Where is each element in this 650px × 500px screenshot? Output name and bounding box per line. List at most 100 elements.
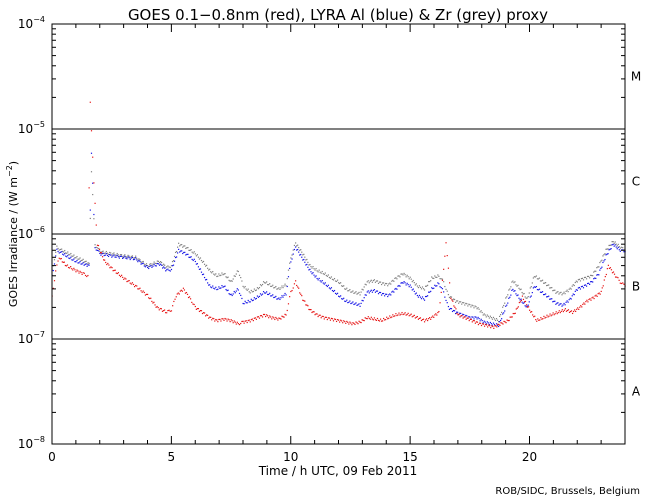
data-point	[206, 278, 208, 281]
data-point	[585, 301, 587, 303]
data-point	[593, 278, 595, 280]
data-point	[353, 303, 355, 306]
data-point	[253, 288, 255, 290]
data-point	[116, 272, 118, 275]
data-point	[80, 263, 82, 265]
data-point	[340, 295, 342, 297]
data-point	[610, 269, 613, 271]
data-point	[115, 256, 117, 258]
data-point	[574, 281, 576, 284]
data-point	[493, 318, 496, 320]
series-lyra-zr-proxy	[51, 171, 626, 323]
data-point	[505, 322, 507, 324]
data-point	[267, 283, 269, 286]
data-point	[290, 257, 292, 259]
data-point	[596, 274, 598, 276]
data-point	[447, 305, 450, 308]
data-point	[304, 256, 306, 258]
data-point	[477, 323, 480, 326]
data-point	[101, 251, 103, 253]
data-point	[171, 265, 174, 267]
data-point	[94, 244, 96, 246]
data-point	[114, 269, 116, 271]
data-point	[351, 302, 353, 304]
data-point	[196, 263, 198, 265]
data-point	[80, 271, 82, 274]
data-point	[606, 248, 608, 250]
data-point	[559, 303, 561, 305]
data-point	[355, 302, 357, 304]
data-point	[483, 313, 485, 315]
data-point	[361, 319, 363, 321]
x-tick-label: 0	[48, 450, 56, 464]
data-point	[595, 277, 597, 280]
data-point	[517, 306, 519, 308]
data-point	[174, 256, 177, 259]
data-point	[318, 269, 320, 271]
data-point	[451, 299, 454, 301]
data-point	[544, 282, 546, 284]
data-point	[265, 315, 267, 318]
data-point	[154, 265, 156, 267]
data-point	[316, 313, 318, 315]
data-point	[59, 248, 62, 251]
data-point	[105, 261, 107, 264]
data-point	[330, 287, 333, 289]
data-point	[110, 254, 112, 256]
data-point	[76, 259, 78, 262]
data-point	[59, 258, 61, 260]
data-point	[360, 321, 362, 324]
data-point	[80, 259, 82, 262]
data-point	[347, 290, 349, 292]
data-point	[296, 249, 298, 251]
data-point	[486, 321, 488, 323]
data-point	[223, 319, 225, 321]
data-point	[386, 293, 388, 295]
data-point	[240, 276, 242, 279]
data-point	[132, 257, 135, 259]
data-point	[388, 294, 390, 296]
data-point	[597, 266, 599, 268]
data-point	[411, 289, 413, 291]
data-point	[597, 293, 599, 295]
data-point	[447, 267, 450, 269]
data-point	[297, 286, 299, 288]
data-point	[286, 278, 288, 280]
data-point	[179, 290, 181, 292]
data-point	[400, 273, 402, 275]
data-point	[231, 294, 233, 297]
data-point	[422, 318, 425, 320]
data-point	[589, 283, 591, 285]
data-point	[325, 284, 327, 287]
data-point	[369, 280, 371, 282]
data-point	[445, 242, 447, 244]
data-point	[313, 268, 315, 270]
data-point	[343, 297, 345, 299]
data-point	[83, 264, 85, 266]
data-point	[487, 315, 489, 317]
data-point	[268, 317, 270, 319]
data-point	[618, 279, 620, 281]
y-axis: 10−810−710−610−510−4	[18, 15, 625, 451]
data-point	[366, 291, 368, 293]
data-point	[211, 319, 213, 321]
data-point	[379, 318, 382, 320]
data-point	[149, 263, 151, 265]
data-point	[77, 270, 79, 272]
data-point	[555, 292, 557, 294]
data-point	[138, 259, 140, 262]
flare-class-label: C	[632, 175, 640, 189]
data-point	[545, 316, 547, 318]
data-point	[89, 217, 91, 220]
data-point	[142, 260, 144, 263]
data-point	[396, 314, 398, 317]
data-point	[164, 267, 166, 269]
data-point	[235, 323, 237, 325]
data-point	[538, 288, 541, 290]
data-point	[549, 287, 551, 289]
data-point	[366, 281, 368, 283]
data-point	[304, 261, 306, 263]
data-point	[246, 302, 248, 304]
data-point	[200, 259, 203, 262]
data-point	[342, 285, 344, 288]
